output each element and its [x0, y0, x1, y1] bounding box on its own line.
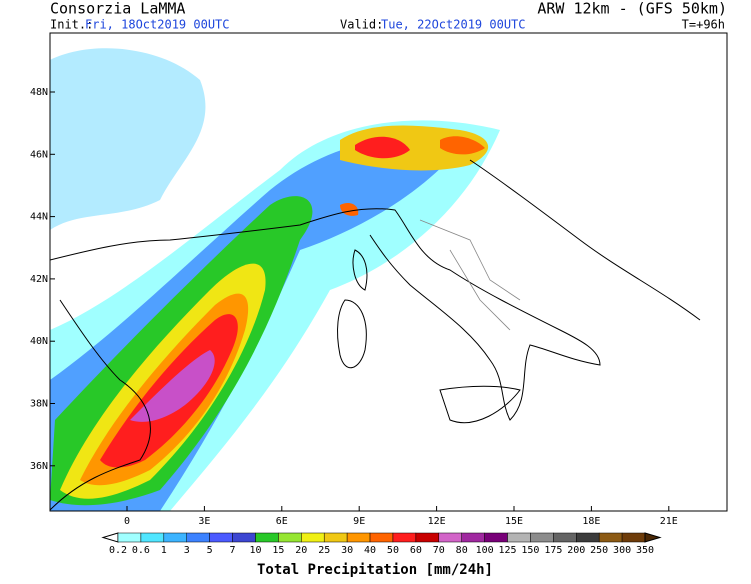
- colorbar-label: 0.2: [109, 545, 127, 556]
- forecast-step: T=+96h: [682, 18, 725, 32]
- lon-label: 12E: [428, 516, 446, 527]
- page: Consorzia LaMMA ARW 12km - (GFS 50km) In…: [0, 0, 751, 580]
- colorbar-cell: [233, 533, 256, 542]
- lon-label: 18E: [582, 516, 600, 527]
- lon-label: 15E: [505, 516, 523, 527]
- colorbar-cell: [164, 533, 187, 542]
- colorbar-label: 200: [567, 545, 585, 556]
- valid-label: Valid:: [340, 18, 383, 32]
- colorbar: 0.2 0.6 1 3 5 7 10 15 20 25 30 40 50 60 70 80 100 125 150 1…: [103, 533, 660, 556]
- lat-label: 46N: [30, 149, 48, 160]
- right-title: ARW 12km - (GFS 50km): [537, 0, 727, 18]
- lat-label: 36N: [30, 461, 48, 472]
- colorbar-cell: [141, 533, 164, 542]
- colorbar-label: 3: [184, 545, 190, 556]
- lon-label: 21E: [660, 516, 678, 527]
- colorbar-cell: [347, 533, 370, 542]
- colorbar-cell: [393, 533, 416, 542]
- colorbar-label: 15: [272, 545, 284, 556]
- colorbar-cell: [324, 533, 347, 542]
- legend-title: Total Precipitation [mm/24h]: [257, 562, 493, 578]
- colorbar-label: 70: [433, 545, 445, 556]
- colorbar-cell: [416, 533, 439, 542]
- colorbar-cell: [210, 533, 233, 542]
- colorbar-label: 30: [341, 545, 353, 556]
- colorbar-label: 60: [410, 545, 422, 556]
- colorbar-cell: [530, 533, 553, 542]
- lon-label: 9E: [353, 516, 365, 527]
- colorbar-cell: [118, 533, 141, 542]
- colorbar-label: 20: [295, 545, 307, 556]
- colorbar-label: 50: [387, 545, 399, 556]
- colorbar-low-arrow: [103, 533, 118, 542]
- colorbar-cell: [278, 533, 301, 542]
- left-title: Consorzia LaMMA: [50, 0, 185, 18]
- colorbar-label: 40: [364, 545, 376, 556]
- init-value: Fri, 18Oct2019 00UTC: [85, 18, 230, 32]
- colorbar-cell: [508, 533, 531, 542]
- colorbar-cell: [301, 533, 324, 542]
- colorbar-label: 0.6: [132, 545, 150, 556]
- colorbar-label: 80: [456, 545, 468, 556]
- map: [50, 33, 727, 511]
- colorbar-label: 150: [521, 545, 539, 556]
- colorbar-label: 250: [590, 545, 608, 556]
- colorbar-label: 125: [498, 545, 516, 556]
- lat-label: 38N: [30, 399, 48, 410]
- colorbar-label: 175: [544, 545, 562, 556]
- colorbar-cell: [439, 533, 462, 542]
- colorbar-label: 25: [318, 545, 330, 556]
- colorbar-label: 350: [636, 545, 654, 556]
- colorbar-label: 7: [230, 545, 236, 556]
- lat-label: 42N: [30, 274, 48, 285]
- colorbar-cell: [370, 533, 393, 542]
- colorbar-cell: [553, 533, 576, 542]
- colorbar-cell: [576, 533, 599, 542]
- colorbar-cell: [187, 533, 210, 542]
- colorbar-label: 300: [613, 545, 631, 556]
- colorbar-label: 10: [249, 545, 261, 556]
- colorbar-label: 5: [207, 545, 213, 556]
- colorbar-label: 1: [161, 545, 167, 556]
- colorbar-cell: [462, 533, 485, 542]
- colorbar-cell: [485, 533, 508, 542]
- lat-label: 44N: [30, 212, 48, 223]
- valid-value: Tue, 22Oct2019 00UTC: [381, 18, 526, 32]
- lon-label: 3E: [198, 516, 210, 527]
- colorbar-cell: [599, 533, 622, 542]
- lon-label: 0: [124, 516, 130, 527]
- colorbar-label: 100: [476, 545, 494, 556]
- colorbar-cell: [255, 533, 278, 542]
- colorbar-cell: [622, 533, 645, 542]
- lat-label: 40N: [30, 336, 48, 347]
- lon-label: 6E: [276, 516, 288, 527]
- colorbar-high-arrow: [645, 533, 660, 542]
- lat-label: 48N: [30, 87, 48, 98]
